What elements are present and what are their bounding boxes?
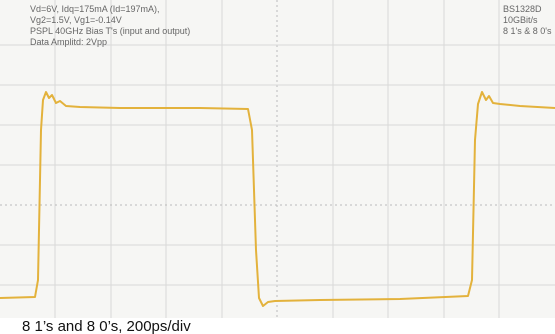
setup-text: Vd=6V, Idq=175mA (Id=197mA), — [30, 4, 160, 14]
setup-text: Vg2=1.5V, Vg1=-0.14V — [30, 15, 122, 25]
setup-text: Data Amplitd: 2Vpp — [30, 37, 107, 47]
setup-text: PSPL 40GHz Bias T's (input and output) — [30, 26, 190, 36]
caption: 8 1’s and 8 0’s, 200ps/div — [22, 318, 191, 334]
info-text: BS1328D — [503, 4, 542, 14]
info-text: 10GBit/s — [503, 15, 538, 25]
scope-screen: Vd=6V, Idq=175mA (Id=197mA), Vg2=1.5V, V… — [0, 0, 555, 334]
info-text: 8 1's & 8 0's — [503, 26, 552, 36]
